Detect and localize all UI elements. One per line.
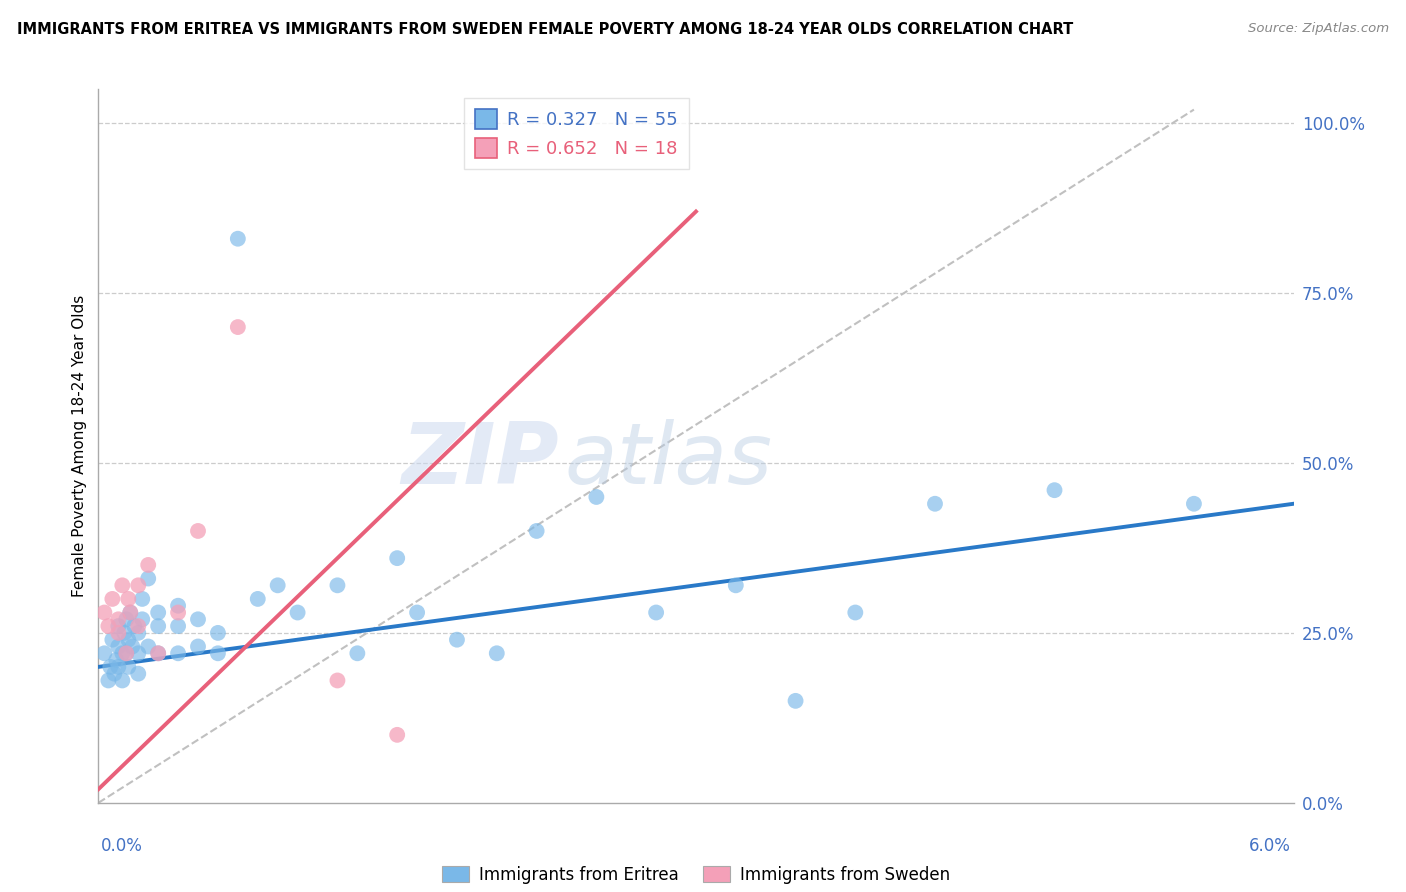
Point (136, 558, 159, 572)
Point (207, 626, 229, 640)
Point (117, 660, 139, 674)
Text: Source: ZipAtlas.com: Source: ZipAtlas.com (1249, 22, 1389, 36)
Point (346, 646, 368, 660)
Point (526, 524, 548, 538)
Point (127, 646, 149, 660)
Point (167, 619, 190, 633)
Point (127, 578, 149, 592)
Point (115, 646, 138, 660)
Point (107, 619, 129, 633)
Point (112, 626, 135, 640)
Point (187, 612, 209, 626)
Point (226, 320, 249, 334)
Point (148, 646, 170, 660)
Point (127, 619, 149, 633)
Text: 6.0%: 6.0% (1249, 837, 1291, 855)
Point (406, 606, 429, 620)
Point (267, 578, 290, 592)
Point (1043, 483, 1066, 498)
Text: IMMIGRANTS FROM ERITREA VS IMMIGRANTS FROM SWEDEN FEMALE POVERTY AMONG 18-24 YEA: IMMIGRANTS FROM ERITREA VS IMMIGRANTS FR… (17, 22, 1073, 37)
Point (148, 606, 170, 620)
Point (101, 591, 124, 606)
Point (187, 524, 209, 538)
Point (724, 578, 747, 592)
Legend: R = 0.327   N = 55, R = 0.652   N = 18: R = 0.327 N = 55, R = 0.652 N = 18 (464, 98, 689, 169)
Point (105, 653, 128, 667)
Point (107, 612, 129, 626)
Point (97, 619, 120, 633)
Point (121, 640, 143, 654)
Point (103, 666, 125, 681)
Point (131, 612, 153, 626)
Point (120, 606, 142, 620)
Point (148, 619, 170, 633)
Point (645, 606, 668, 620)
Point (124, 619, 146, 633)
Point (101, 632, 124, 647)
Point (287, 606, 309, 620)
Point (98, 660, 122, 674)
Point (93, 606, 115, 620)
Point (115, 612, 138, 626)
Point (97, 673, 120, 688)
Point (93, 646, 115, 660)
Point (107, 626, 129, 640)
Point (136, 572, 159, 586)
Point (785, 694, 807, 708)
Point (924, 497, 946, 511)
Point (115, 646, 138, 660)
Point (107, 660, 129, 674)
Point (167, 606, 190, 620)
Point (167, 599, 190, 613)
Point (117, 591, 139, 606)
Point (226, 232, 249, 246)
Point (131, 591, 153, 606)
Point (844, 606, 866, 620)
Point (107, 640, 129, 654)
Point (187, 640, 209, 654)
Point (111, 646, 134, 660)
Point (120, 606, 142, 620)
Point (1182, 497, 1205, 511)
Point (127, 666, 149, 681)
Text: atlas: atlas (565, 418, 772, 502)
Point (207, 646, 229, 660)
Point (111, 673, 134, 688)
Point (446, 632, 468, 647)
Point (485, 646, 508, 660)
Text: ZIP: ZIP (401, 418, 558, 502)
Point (585, 490, 607, 504)
Text: 0.0%: 0.0% (101, 837, 143, 855)
Point (167, 646, 190, 660)
Point (117, 632, 139, 647)
Y-axis label: Female Poverty Among 18-24 Year Olds: Female Poverty Among 18-24 Year Olds (72, 295, 87, 597)
Point (111, 578, 134, 592)
Point (246, 591, 269, 606)
Point (385, 728, 409, 742)
Point (326, 673, 349, 688)
Point (326, 578, 349, 592)
Point (136, 640, 159, 654)
Point (127, 626, 149, 640)
Point (148, 646, 170, 660)
Point (385, 551, 409, 566)
